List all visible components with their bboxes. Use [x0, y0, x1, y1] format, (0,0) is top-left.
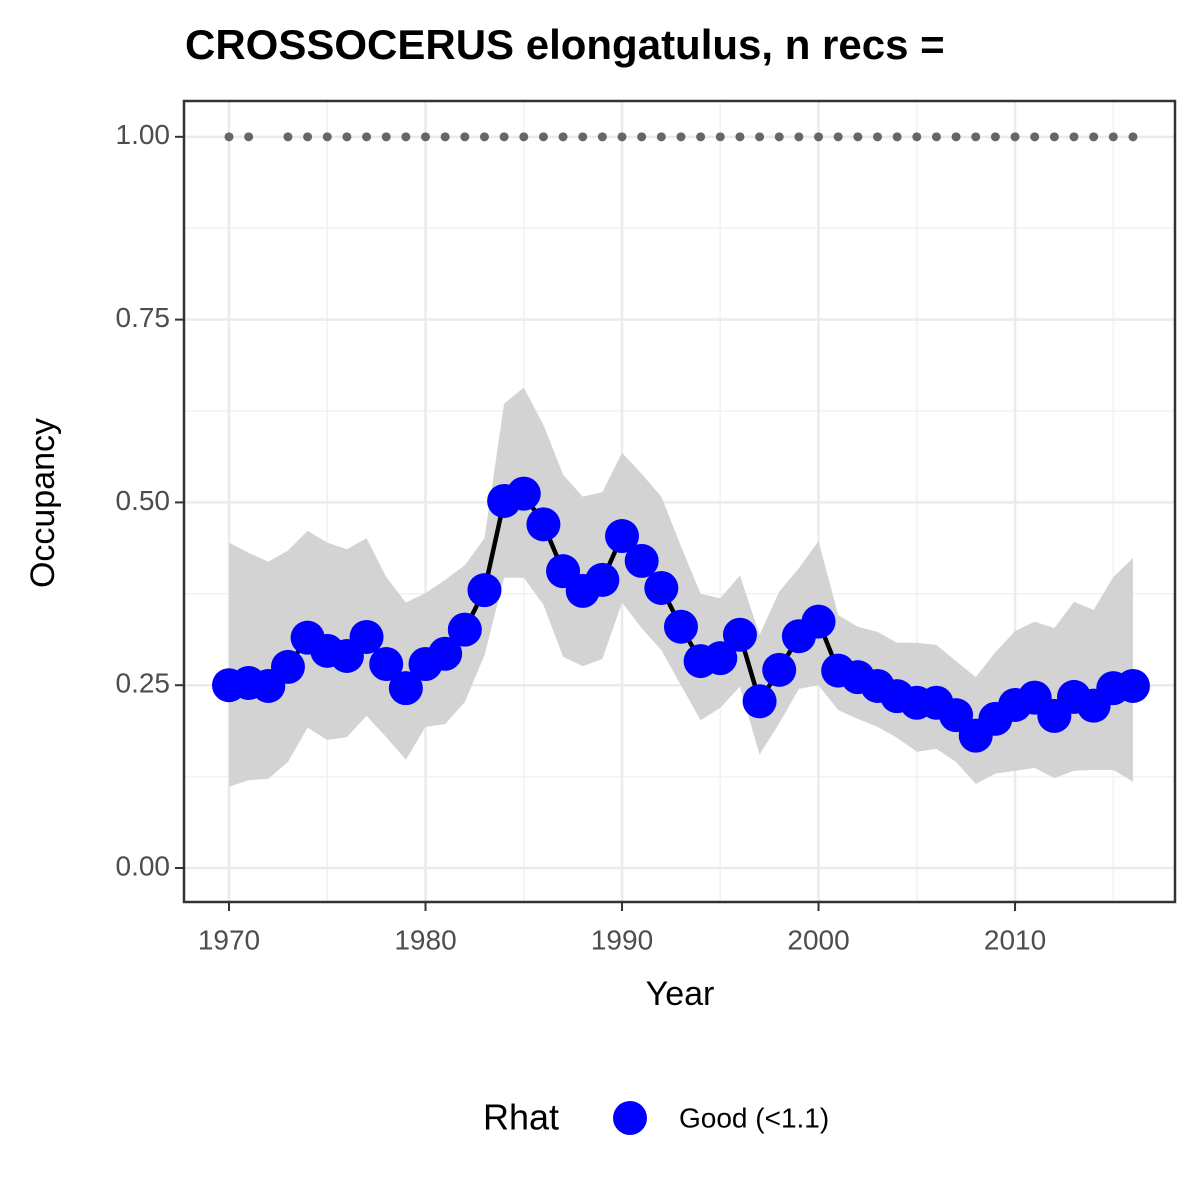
record-dot: [971, 132, 981, 142]
record-dot: [244, 132, 254, 142]
data-point: [801, 604, 836, 639]
record-dot: [735, 132, 745, 142]
record-dot: [499, 132, 509, 142]
record-dot: [656, 132, 666, 142]
record-dot: [303, 132, 313, 142]
record-dot: [1108, 132, 1118, 142]
legend-marker: [613, 1101, 647, 1135]
record-dot: [283, 132, 293, 142]
record-dot: [676, 132, 686, 142]
record-dot: [401, 132, 411, 142]
record-dot: [912, 132, 922, 142]
legend-title: Rhat: [483, 1097, 559, 1138]
data-point: [526, 507, 561, 542]
record-dot: [322, 132, 332, 142]
y-tick-label: 0.00: [116, 850, 171, 881]
y-tick-label: 0.75: [116, 302, 171, 333]
record-dot: [1010, 132, 1020, 142]
record-dot: [931, 132, 941, 142]
record-dot: [951, 132, 961, 142]
record-dot: [892, 132, 902, 142]
data-point: [349, 619, 384, 654]
data-point: [703, 641, 738, 676]
record-dot: [617, 132, 627, 142]
x-tick-label: 2010: [984, 924, 1046, 955]
legend-label: Good (<1.1): [679, 1102, 829, 1133]
data-point: [663, 609, 698, 644]
record-dot: [1089, 132, 1099, 142]
record-dot: [637, 132, 647, 142]
x-tick-label: 1970: [198, 924, 260, 955]
data-point: [742, 684, 777, 719]
record-dot: [715, 132, 725, 142]
data-point: [388, 671, 423, 706]
record-dot: [479, 132, 489, 142]
record-dot: [794, 132, 804, 142]
record-dot: [853, 132, 863, 142]
y-tick-label: 0.25: [116, 668, 171, 699]
panel-border: [182, 99, 1177, 904]
data-point: [270, 649, 305, 684]
data-point: [447, 612, 482, 647]
record-dot: [814, 132, 824, 142]
record-dot: [381, 132, 391, 142]
record-dot: [558, 132, 568, 142]
record-dot: [224, 132, 234, 142]
record-dot: [833, 132, 843, 142]
data-point: [624, 543, 659, 578]
record-dot: [774, 132, 784, 142]
data-point: [762, 652, 797, 687]
data-point: [585, 562, 620, 597]
record-dot: [1069, 132, 1079, 142]
record-dot: [696, 132, 706, 142]
record-dot: [990, 132, 1000, 142]
x-tick-label: 1990: [591, 924, 653, 955]
data-point: [605, 519, 640, 554]
record-dot: [342, 132, 352, 142]
record-dot: [1128, 132, 1138, 142]
record-dot: [872, 132, 882, 142]
data-point: [506, 476, 541, 511]
data-point: [722, 617, 757, 652]
x-axis-title: Year: [646, 975, 715, 1013]
chart-title: CROSSOCERUS elongatulus, n recs =: [185, 21, 945, 68]
record-dot: [519, 132, 529, 142]
record-dot: [421, 132, 431, 142]
record-dot: [578, 132, 588, 142]
record-dot: [538, 132, 548, 142]
record-dot: [440, 132, 450, 142]
record-dot: [755, 132, 765, 142]
data-point: [369, 647, 404, 682]
x-tick-label: 1980: [394, 924, 456, 955]
y-tick-label: 0.50: [116, 485, 171, 516]
record-dot: [597, 132, 607, 142]
record-dot: [1030, 132, 1040, 142]
record-dot: [460, 132, 470, 142]
data-point: [1115, 668, 1150, 703]
data-point: [467, 573, 502, 608]
data-point: [644, 570, 679, 605]
record-dot: [1049, 132, 1059, 142]
x-tick-label: 2000: [787, 924, 849, 955]
data-point: [428, 636, 463, 671]
y-tick-label: 1.00: [116, 119, 171, 150]
record-dot: [362, 132, 372, 142]
y-axis-title: Occupancy: [24, 418, 62, 588]
